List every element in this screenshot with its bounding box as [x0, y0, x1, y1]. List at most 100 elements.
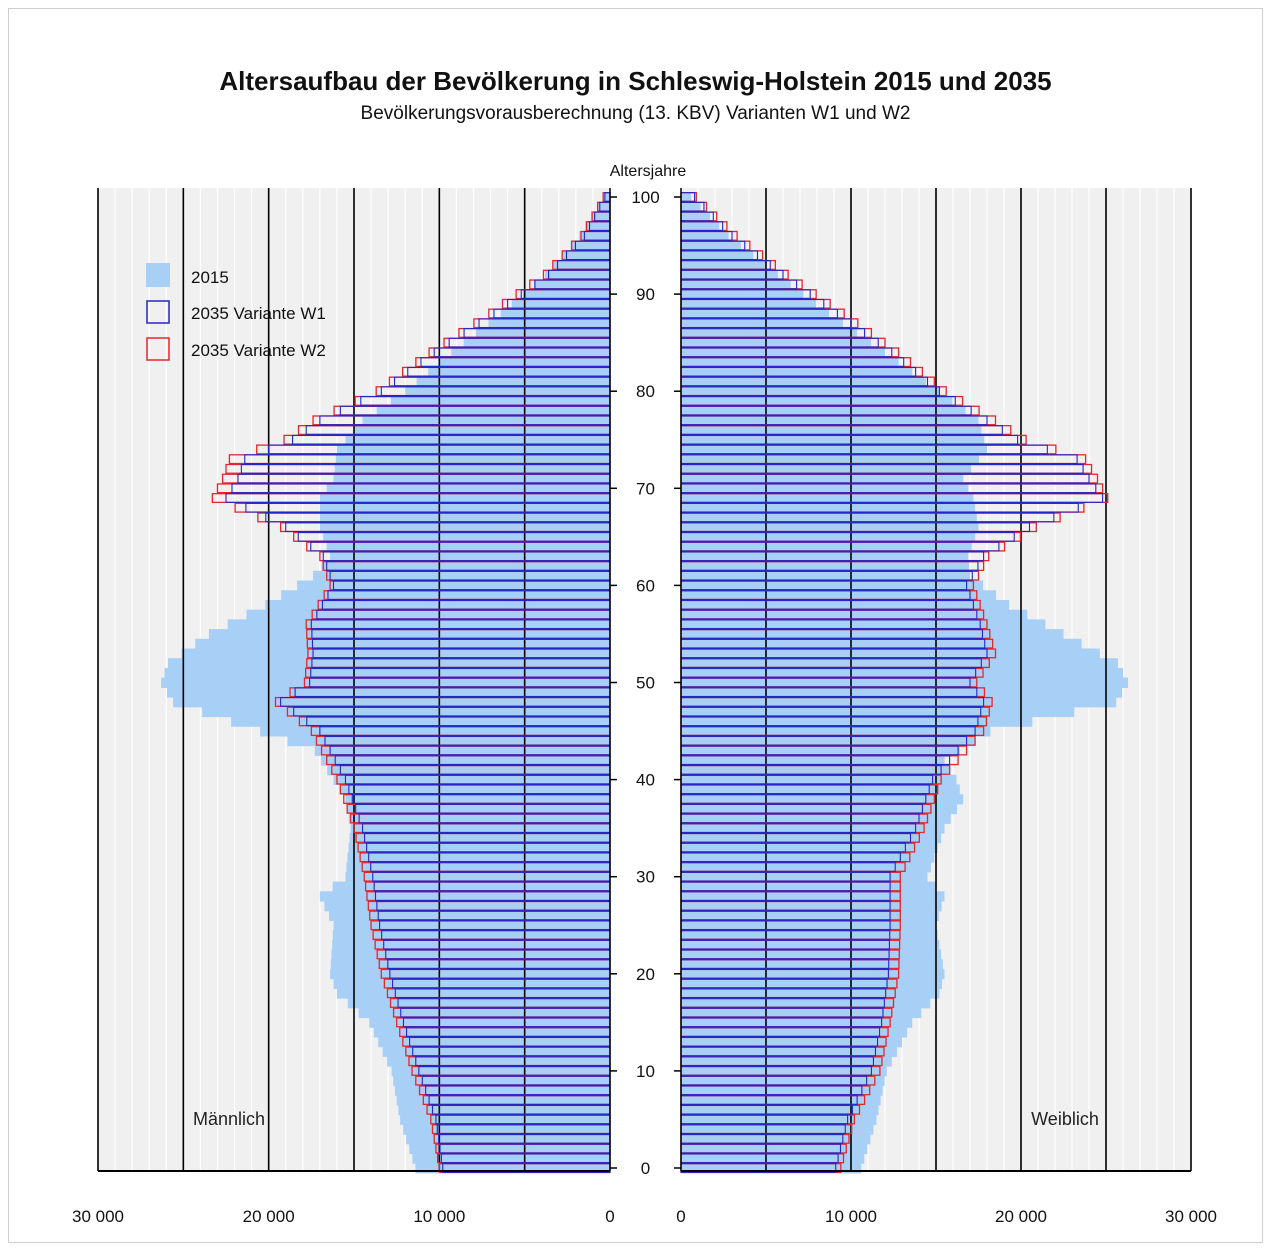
bar-2015-male — [231, 716, 610, 727]
bar-2015-male — [500, 308, 610, 319]
bar-2015-female — [681, 541, 972, 553]
bar-2015-female — [681, 716, 1033, 727]
bar-2015-male — [323, 531, 610, 543]
bar-2015-male — [208, 629, 610, 640]
bar-2015-female — [681, 1085, 883, 1096]
x-tick-label-female: 30 000 — [1165, 1207, 1217, 1226]
bar-2015-female — [681, 755, 945, 766]
bar-2015-female — [681, 405, 966, 417]
bar-2015-male — [195, 638, 610, 650]
bar-2015-female — [681, 968, 945, 980]
bar-2015-male — [246, 609, 611, 620]
bar-2015-male — [409, 1143, 610, 1155]
bar-2015-female — [681, 1143, 868, 1155]
bar-2015-female — [681, 1017, 913, 1028]
bar-2015-male — [428, 366, 610, 378]
x-tick-label-female: 20 000 — [995, 1207, 1047, 1226]
bar-2015-male — [167, 658, 610, 669]
bar-2015-female — [681, 920, 936, 931]
bar-2015-male — [330, 551, 610, 562]
bar-2015-male — [347, 998, 610, 1009]
bar-2015-female — [681, 1046, 897, 1057]
bar-2015-male — [522, 289, 610, 300]
bar-2015-male — [328, 910, 610, 921]
bar-2015-male — [585, 221, 610, 232]
bar-2015-male — [488, 318, 610, 329]
bar-2015-male — [321, 561, 610, 572]
bar-2015-male — [202, 706, 610, 718]
bar-2015-female — [681, 1095, 881, 1106]
bar-2015-female — [681, 298, 817, 310]
bar-2015-female — [681, 881, 936, 892]
bar-2015-male — [553, 260, 610, 271]
bar-2015-female — [681, 949, 942, 960]
bar-2015-male — [476, 328, 610, 339]
bar-2015-female — [681, 735, 976, 747]
age-tick-label: 30 — [636, 868, 655, 887]
bar-2015-female — [681, 658, 1118, 669]
chart-frame — [8, 8, 1263, 1243]
bar-2015-male — [369, 1017, 610, 1028]
bar-2015-female — [681, 580, 984, 591]
bar-2015-female — [681, 211, 710, 222]
bar-2015-female — [681, 376, 926, 387]
bar-2015-male — [396, 1095, 610, 1106]
bar-2015-female — [681, 629, 1064, 640]
legend-swatch-w2 — [146, 337, 170, 361]
bar-2015-female — [681, 697, 1117, 708]
bar-2015-female — [681, 1104, 879, 1116]
age-tick-label: 10 — [636, 1062, 655, 1081]
bar-2015-female — [681, 347, 885, 358]
bar-2015-male — [327, 765, 610, 776]
bar-2015-female — [681, 201, 701, 213]
bar-2015-male — [534, 279, 610, 290]
bar-2015-female — [681, 357, 899, 368]
bar-2015-female — [681, 425, 982, 436]
bar-2015-male — [358, 1007, 610, 1019]
bar-2015-male — [391, 1066, 610, 1077]
bar-2015-female — [681, 677, 1129, 688]
bar-2015-female — [681, 444, 987, 455]
bar-2015-female — [681, 337, 871, 349]
bar-2015-female — [681, 842, 938, 854]
bar-2015-male — [378, 1036, 610, 1048]
bar-2015-female — [681, 871, 928, 883]
bar-2015-male — [398, 1104, 610, 1116]
bar-2015-male — [281, 590, 610, 601]
bar-2015-female — [681, 599, 1010, 611]
bar-2015-female — [681, 561, 970, 572]
bar-2015-female — [681, 415, 979, 426]
bar-2015-female — [681, 619, 1046, 630]
bar-2015-female — [681, 1027, 908, 1038]
bar-2015-female — [681, 852, 935, 863]
bar-2015-female — [681, 522, 979, 533]
bar-2015-female — [681, 1056, 892, 1067]
bar-2015-female — [681, 978, 942, 989]
male-label: Männlich — [193, 1109, 265, 1129]
chart-title: Altersaufbau der Bevölkerung in Schleswi… — [219, 66, 1052, 96]
bar-2015-female — [681, 1114, 877, 1125]
bar-2015-female — [681, 464, 972, 475]
age-tick-label: 20 — [636, 965, 655, 984]
bar-2015-male — [326, 483, 610, 494]
bar-2015-male — [161, 677, 610, 688]
bar-2015-female — [681, 279, 791, 290]
bar-2015-female — [681, 590, 997, 601]
x-tick-label-male: 0 — [605, 1207, 614, 1226]
bar-2015-male — [314, 745, 610, 756]
bar-2015-female — [681, 648, 1100, 659]
bar-2015-male — [336, 444, 610, 455]
bar-2015-female — [681, 289, 804, 300]
bar-2015-female — [681, 473, 964, 485]
bar-2015-male — [603, 192, 610, 203]
bar-2015-male — [348, 813, 610, 824]
bar-2015-female — [681, 250, 754, 261]
bar-2015-male — [167, 687, 610, 698]
bar-2015-male — [339, 784, 610, 795]
bar-2015-female — [681, 745, 960, 756]
bar-2015-female — [681, 493, 974, 504]
bar-2015-female — [681, 308, 829, 319]
bar-2015-male — [319, 512, 610, 523]
bar-2015-male — [347, 803, 610, 815]
bar-2015-female — [681, 570, 970, 582]
